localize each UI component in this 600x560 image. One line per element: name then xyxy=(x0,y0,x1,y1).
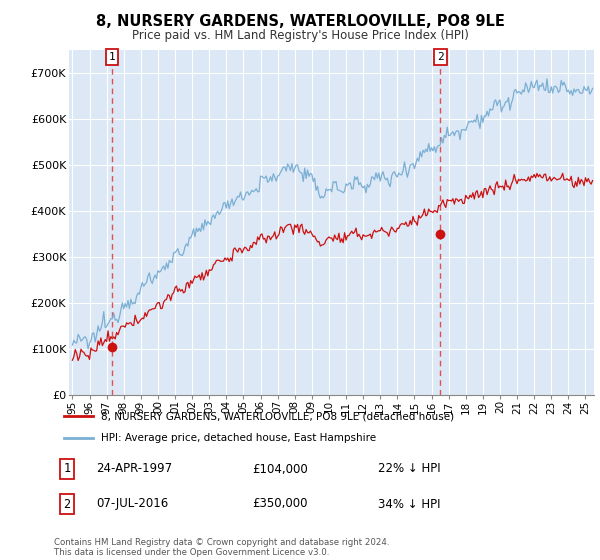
Text: 1: 1 xyxy=(109,52,115,62)
Text: £104,000: £104,000 xyxy=(253,463,308,475)
Text: Contains HM Land Registry data © Crown copyright and database right 2024.
This d: Contains HM Land Registry data © Crown c… xyxy=(54,538,389,557)
Text: 8, NURSERY GARDENS, WATERLOOVILLE, PO8 9LE: 8, NURSERY GARDENS, WATERLOOVILLE, PO8 9… xyxy=(95,14,505,29)
Text: 34% ↓ HPI: 34% ↓ HPI xyxy=(377,497,440,511)
Text: 2: 2 xyxy=(437,52,444,62)
Text: £350,000: £350,000 xyxy=(253,497,308,511)
Text: 8, NURSERY GARDENS, WATERLOOVILLE, PO8 9LE (detached house): 8, NURSERY GARDENS, WATERLOOVILLE, PO8 9… xyxy=(101,411,454,421)
Text: 24-APR-1997: 24-APR-1997 xyxy=(96,463,172,475)
Text: 2: 2 xyxy=(64,497,71,511)
Text: 22% ↓ HPI: 22% ↓ HPI xyxy=(377,463,440,475)
Text: HPI: Average price, detached house, East Hampshire: HPI: Average price, detached house, East… xyxy=(101,433,376,443)
Text: 07-JUL-2016: 07-JUL-2016 xyxy=(96,497,168,511)
Text: Price paid vs. HM Land Registry's House Price Index (HPI): Price paid vs. HM Land Registry's House … xyxy=(131,29,469,42)
Text: 1: 1 xyxy=(64,463,71,475)
